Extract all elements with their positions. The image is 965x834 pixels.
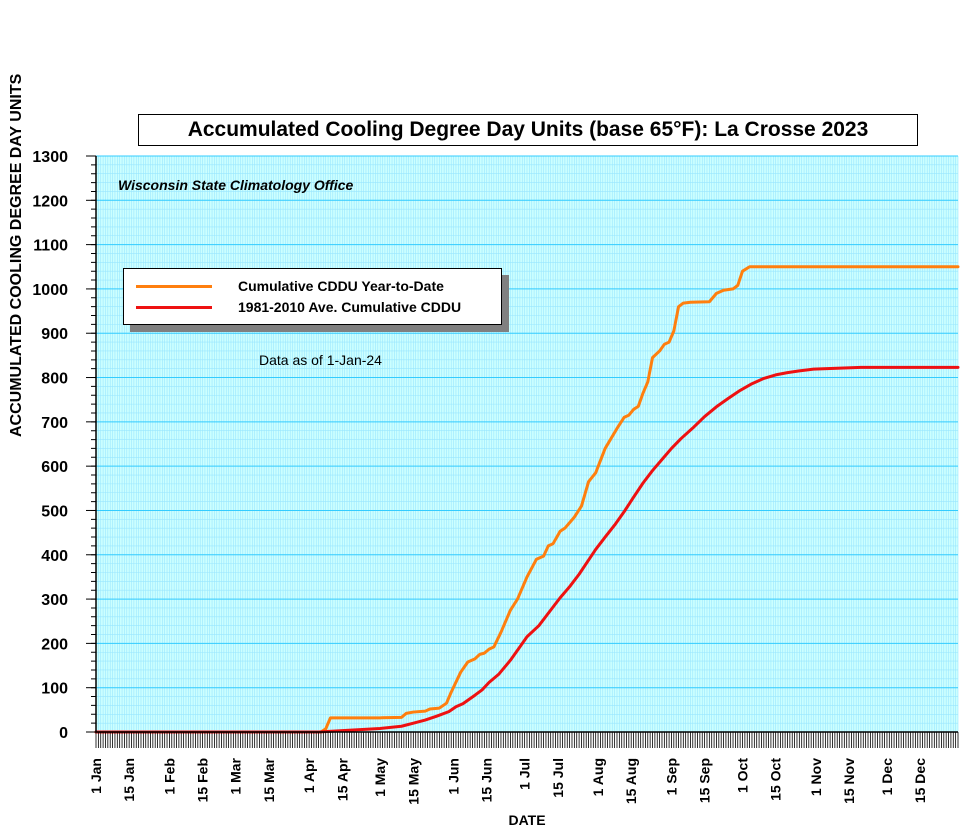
x-tick-label: 15 Jan <box>121 758 137 802</box>
x-tick-label: 1 Feb <box>161 758 177 795</box>
y-tick-label-0: 0 <box>59 725 68 742</box>
x-tick-label: 15 Apr <box>334 757 350 801</box>
chart-subtitle: Wisconsin State Climatology Office <box>118 177 354 193</box>
x-tick-label: 1 Jul <box>517 758 533 790</box>
y-tick-label-600: 600 <box>41 459 68 476</box>
y-tick-label-1100: 1100 <box>33 238 68 255</box>
data-as-of-note: Data as of 1-Jan-24 <box>259 352 382 368</box>
x-tick-label: 15 Mar <box>261 757 277 802</box>
legend-swatch-ytd <box>136 284 212 288</box>
x-tick-label: 15 May <box>405 758 421 805</box>
x-tick-label: 15 Jun <box>479 758 495 802</box>
x-tick-label: 15 Aug <box>623 758 639 804</box>
x-tick-label: 15 Dec <box>912 758 928 803</box>
legend-label-average: 1981-2010 Ave. Cumulative CDDU <box>238 299 462 315</box>
legend-item-ytd: Cumulative CDDU Year-to-Date <box>136 276 444 296</box>
y-tick-label-400: 400 <box>41 548 68 565</box>
series-group <box>94 265 960 734</box>
grid <box>95 155 959 733</box>
x-tick-label: 15 Sep <box>697 758 713 803</box>
chart-title: Accumulated Cooling Degree Day Units (ba… <box>138 114 918 146</box>
x-tick-label: 15 Feb <box>195 758 211 802</box>
y-tick-label-800: 800 <box>41 371 68 388</box>
x-tick-label: 15 Jul <box>550 758 566 798</box>
legend-swatch-average <box>136 305 212 309</box>
x-day-ticks <box>95 732 959 748</box>
y-tick-label-200: 200 <box>41 636 68 653</box>
x-tick-label: 15 Nov <box>841 758 857 804</box>
y-tick-label-1200: 1200 <box>32 193 68 210</box>
x-axis-title: DATE <box>508 812 546 828</box>
x-tick-label: 1 Jan <box>88 758 104 794</box>
x-tick-label: 1 Sep <box>663 758 679 795</box>
legend: Cumulative CDDU Year-to-Date 1981-2010 A… <box>123 268 502 325</box>
series-line-average <box>94 365 960 734</box>
y-tick-label-1300: 1300 <box>32 149 68 166</box>
axes: 0 100 200 300 400 500 600 700 800 900 1000 1100 1200… <box>32 149 959 805</box>
x-tick-label: 1 Oct <box>735 758 751 793</box>
y-tick-label-300: 300 <box>41 592 68 609</box>
y-tick-label-900: 900 <box>41 326 68 343</box>
y-axis-title: ACCUMULATED COOLING DEGREE DAY UNITS <box>8 73 25 437</box>
y-tick-label-100: 100 <box>41 681 68 698</box>
x-tick-label: 1 Dec <box>879 758 895 796</box>
y-tick-label-500: 500 <box>41 503 68 520</box>
x-tick-label: 1 Aug <box>590 758 606 796</box>
x-tick-label: 1 Apr <box>301 757 317 793</box>
series-line-ytd <box>94 265 960 734</box>
x-tick-label: 1 May <box>372 758 388 797</box>
y-tick-label-1000: 1000 <box>32 282 68 299</box>
legend-item-average: 1981-2010 Ave. Cumulative CDDU <box>136 297 461 317</box>
x-tick-label: 1 Nov <box>808 758 824 796</box>
x-tick-label: 1 Mar <box>228 757 244 794</box>
legend-label-ytd: Cumulative CDDU Year-to-Date <box>238 278 444 294</box>
y-tick-label-700: 700 <box>41 415 68 432</box>
x-tick-label: 1 Jun <box>446 758 462 795</box>
x-tick-label: 15 Oct <box>768 758 784 801</box>
